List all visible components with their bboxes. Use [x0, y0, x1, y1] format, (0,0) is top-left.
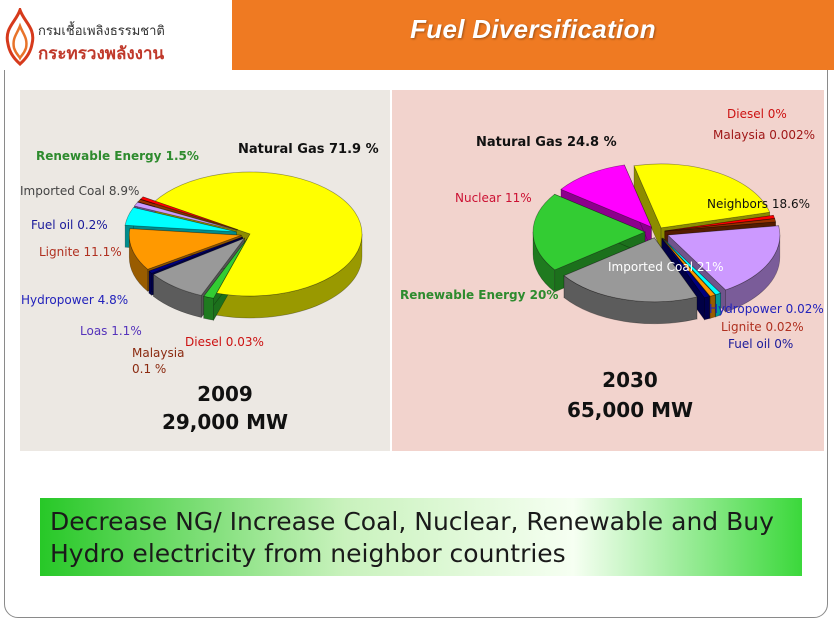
capacity-2009: 29,000 MW: [161, 410, 289, 434]
pie-2009-slice-8: [139, 196, 239, 231]
flame-logo-icon: [5, 8, 35, 67]
pie-2009-slice-3: [148, 236, 243, 274]
label-2030-natural-gas: Natural Gas 24.8 %: [476, 135, 617, 150]
label-2009-fuel-oil: Fuel oil 0.2%: [31, 218, 108, 232]
year-2030: 2030: [602, 368, 658, 392]
pie-2009: [124, 171, 363, 322]
title-bar: Fuel Diversification: [232, 0, 834, 70]
label-2030-imported-coal: Imported Coal 21%: [608, 260, 724, 274]
label-2030-neighbors: Neighbors 18.6%: [707, 197, 810, 211]
label-2009-diesel: Diesel 0.03%: [185, 335, 264, 349]
label-2030-lignite: Lignite 0.02%: [721, 320, 804, 334]
pie-2030-slice-7: [563, 237, 698, 303]
pie-2009-slice-6: [133, 201, 238, 231]
pie-2009-slice-4: [128, 228, 242, 270]
label-2009-renewable: Renewable Energy 1.5%: [36, 149, 199, 163]
pie-2030-slice-3: [667, 225, 781, 291]
slide-title: Fuel Diversification: [410, 14, 656, 44]
pie-2009-slice-0: [154, 171, 363, 297]
pie-2009-rim-1: [203, 295, 214, 321]
org-name-line2: กระทรวงพลังงาน: [38, 44, 165, 64]
label-2009-malaysia: Malaysia 0.1 %: [132, 346, 185, 376]
label-2030-fuel-oil: Fuel oil 0%: [728, 337, 794, 351]
summary-line1: Decrease NG/ Increase Coal, Nuclear, Ren…: [50, 507, 774, 536]
pie-2030: [532, 163, 781, 325]
pie-2030-slice-1: [664, 214, 776, 232]
pie-2009-slice-1: [203, 238, 248, 299]
label-2009-hydropower: Hydropower 4.8%: [21, 293, 129, 307]
logo-area: กรมเชื้อเพลิงธรรมชาติ กระทรวงพลังงาน: [0, 0, 232, 70]
capacity-2030: 65,000 MW: [566, 398, 694, 422]
pie-2009-rim-3: [148, 270, 152, 296]
label-2030-renewable: Renewable Energy 20%: [400, 288, 559, 302]
label-2009-loas: Loas 1.1%: [80, 324, 142, 338]
label-2030-diesel: Diesel 0%: [727, 107, 787, 121]
label-2009-natural-gas: Natural Gas 71.9 %: [238, 142, 379, 157]
pie-2009-slice-5: [124, 207, 237, 233]
label-2030-hydropower: Hydropower 0.02%: [709, 302, 824, 316]
label-2030-malaysia: Malaysia 0.002%: [713, 128, 816, 142]
pie-2030-slice-0: [633, 163, 771, 229]
pie-2030-slice-5: [662, 238, 716, 297]
label-2030-nuclear: Nuclear 11%: [455, 191, 532, 205]
pie-2030-slice-6: [661, 238, 711, 299]
pie-2030-slice-8: [532, 193, 646, 271]
pie-2030-slice-4: [662, 238, 722, 296]
summary-banner: Decrease NG/ Increase Coal, Nuclear, Ren…: [40, 498, 802, 576]
pie-2009-slice-2: [152, 237, 246, 296]
label-2009-imported-coal: Imported Coal 8.9%: [20, 184, 140, 198]
summary-line2: Hydro electricity from neighbor countrie…: [50, 539, 566, 568]
pie-2030-slice-9: [560, 164, 653, 228]
label-2009-lignite: Lignite 11.1%: [39, 245, 122, 259]
pie-2009-slice-7: [137, 199, 238, 231]
year-2009: 2009: [197, 382, 253, 406]
org-name-line1: กรมเชื้อเพลิงธรรมชาติ: [38, 24, 165, 39]
pie-2030-slice-2: [664, 218, 777, 232]
